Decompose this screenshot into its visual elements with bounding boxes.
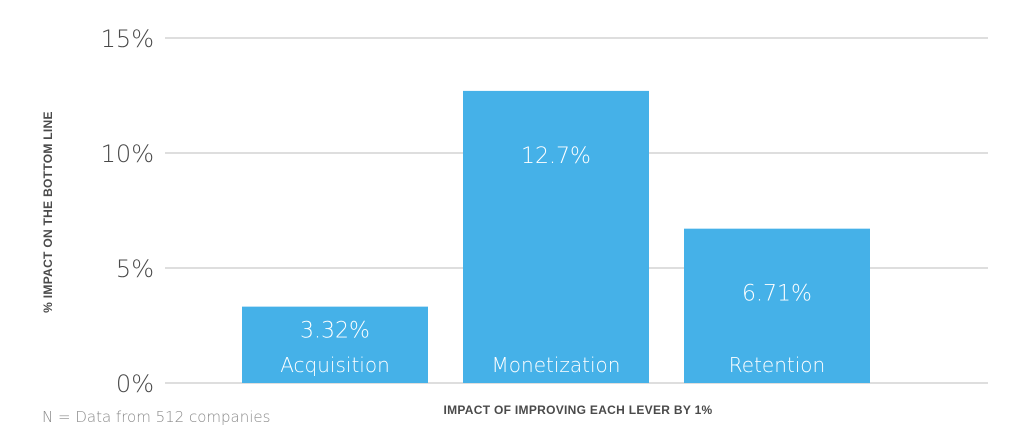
y-tick-label: 5%	[116, 255, 154, 283]
value-label: 12.7%	[521, 144, 591, 169]
bar-monetization	[463, 90, 649, 384]
x-axis-title: IMPACT OF IMPROVING EACH LEVER BY 1%	[443, 403, 712, 417]
footnote: N = Data from 512 companies	[42, 408, 270, 426]
y-tick-label: 15%	[101, 25, 154, 53]
y-tick-label: 0%	[116, 370, 154, 398]
value-label: 3.32%	[300, 319, 370, 344]
category-label: Monetization	[492, 353, 621, 377]
y-axis-ticks: 0% 5% 10% 15%	[101, 25, 154, 398]
bar-retention	[684, 228, 870, 383]
bar-acquisition	[242, 306, 428, 383]
category-label: Retention	[729, 353, 825, 377]
value-label: 6.71%	[742, 282, 812, 307]
y-axis-title: % IMPACT ON THE BOTTOM LINE	[41, 111, 55, 313]
category-label: Acquisition	[280, 353, 390, 377]
y-tick-label: 10%	[101, 140, 154, 168]
bars	[242, 90, 870, 384]
bar-labels: 3.32% Acquisition 12.7% Monetization 6.71% Re…	[280, 144, 825, 377]
